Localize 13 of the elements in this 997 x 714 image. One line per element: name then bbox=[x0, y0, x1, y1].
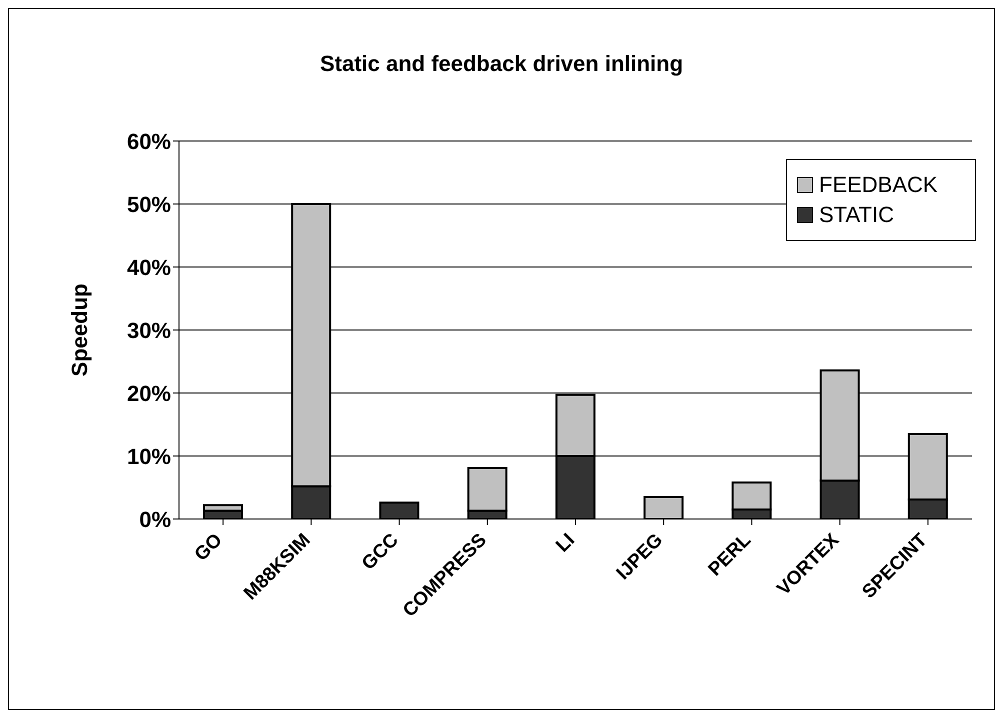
legend-label: STATIC bbox=[819, 202, 894, 228]
y-tick-label: 0% bbox=[139, 506, 171, 532]
y-tick-label: 40% bbox=[126, 254, 171, 280]
x-tick-label: LI bbox=[552, 530, 580, 556]
y-tick-label: 30% bbox=[126, 318, 171, 343]
y-tick-label: 60% bbox=[126, 128, 171, 154]
y-tick-label: 10% bbox=[126, 444, 171, 469]
x-tick-label: GO bbox=[190, 530, 227, 566]
y-tick-label: 50% bbox=[126, 192, 171, 217]
chart-title: Static and feedback driven inlining bbox=[318, 51, 684, 77]
legend-label: FEEDBACK bbox=[819, 172, 938, 198]
y-tick-label: 20% bbox=[126, 380, 171, 406]
y-axis-title: Speedup bbox=[66, 284, 92, 376]
